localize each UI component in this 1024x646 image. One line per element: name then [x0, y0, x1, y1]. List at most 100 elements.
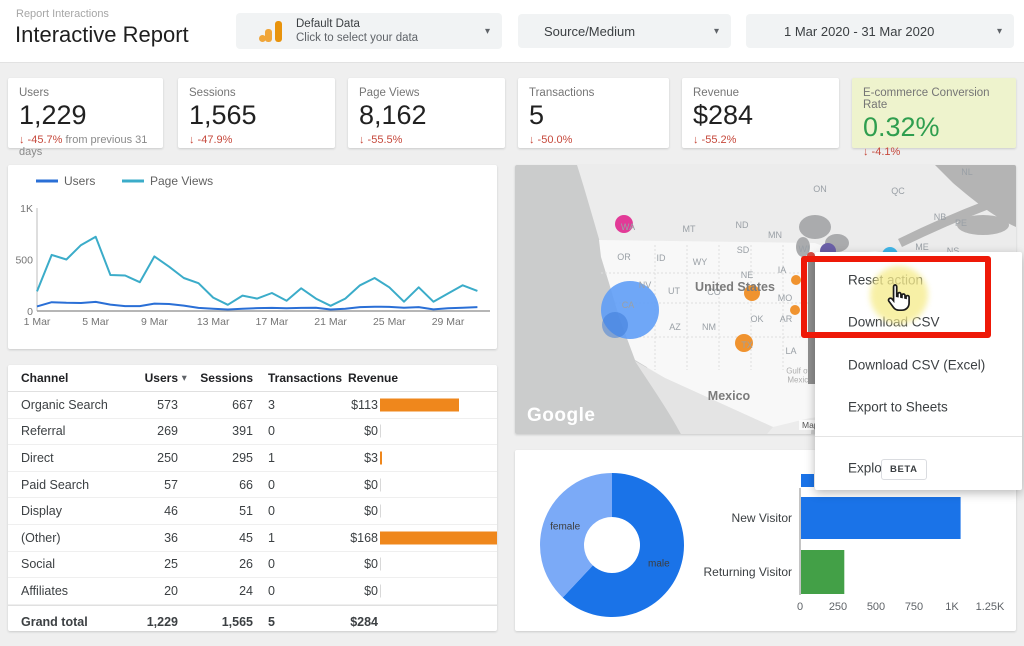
svg-text:female: female	[550, 521, 580, 532]
dimension-dropdown[interactable]: Source/Medium ▾	[518, 14, 731, 48]
table-row: (Other) 36 45 1 $168	[8, 525, 497, 552]
svg-text:250: 250	[829, 601, 847, 613]
cell-transactions: 0	[268, 583, 275, 598]
visitor-bar-new-visitor	[801, 497, 961, 539]
timeseries-chart[interactable]: Users Page Views 1K 500 0 1 Mar 5 Mar 9 Mar 13 M…	[8, 165, 497, 349]
table-row: Display 46 51 0 $0	[8, 498, 497, 525]
cell-transactions: 1	[268, 450, 275, 465]
map-bubble	[735, 334, 753, 352]
cell-channel: Direct	[21, 450, 54, 465]
cell-channel: Referral	[21, 424, 66, 439]
svg-text:13 Mar: 13 Mar	[197, 316, 230, 328]
scorecard-transactions: Transactions 5 ↓ -50.0%	[518, 78, 669, 148]
date-range-label: 1 Mar 2020 - 31 Mar 2020	[784, 23, 935, 39]
cell-transactions: 3	[268, 397, 275, 412]
revenue-bar	[380, 478, 381, 492]
col-header-channel[interactable]: Channel	[21, 371, 69, 385]
svg-text:0: 0	[27, 306, 33, 318]
table-header-row: Channel Users ▾ Sessions Transactions Revenue	[8, 365, 497, 392]
cell-channel: (Other)	[21, 530, 61, 545]
scorecard-value: 1,229	[19, 100, 87, 130]
cell-sessions: 24	[239, 583, 253, 598]
cell-users: 269	[157, 424, 178, 439]
svg-text:0: 0	[797, 601, 803, 613]
table-grand-total-row: Grand total 1,229 1,565 5 $284	[8, 604, 497, 638]
cell-revenue: $0	[364, 477, 378, 492]
analytics-logo-icon	[258, 20, 284, 42]
menu-item-download-csv-excel[interactable]: Download CSV (Excel)	[848, 357, 986, 373]
visitor-charts-svg: male female New Visitor Returning Visitor 0 2…	[540, 473, 1005, 617]
data-source-selector[interactable]: Default Data Click to select your data ▾	[236, 13, 502, 49]
map-bubble	[602, 312, 628, 338]
visitor-charts-card[interactable]: male female New Visitor Returning Visitor 0 2…	[515, 450, 1016, 631]
cell-sessions: 45	[239, 530, 253, 545]
cell-sessions: 26	[239, 557, 253, 572]
menu-item-export-to-sheets[interactable]: Export to Sheets	[848, 399, 948, 415]
col-header-transactions[interactable]: Transactions	[268, 371, 343, 385]
scorecard-users: Users 1,229 ↓ -45.7% from previous 31 days	[8, 78, 163, 158]
revenue-bar	[380, 531, 497, 545]
cell-transactions: 0	[268, 477, 275, 492]
scorecard-delta: ↓ -4.1%	[863, 146, 901, 158]
cell-revenue: $0	[364, 557, 378, 572]
svg-text:21 Mar: 21 Mar	[314, 316, 347, 328]
cell-grand-total-transactions: 5	[268, 614, 275, 629]
cell-sessions: 66	[239, 477, 253, 492]
chevron-down-icon: ▾	[484, 25, 490, 37]
scorecard-value: 0.32%	[863, 112, 940, 142]
cell-revenue: $113	[351, 397, 378, 412]
cell-grand-total-label: Grand total	[21, 614, 88, 629]
svg-text:1 Mar: 1 Mar	[24, 316, 51, 328]
cell-grand-total-revenue: $284	[350, 614, 378, 629]
table-row: Direct 250 295 1 $3	[8, 445, 497, 472]
revenue-bar	[380, 398, 459, 412]
cell-users: 36	[164, 530, 178, 545]
chevron-down-icon: ▾	[996, 25, 1002, 37]
scorecard-sessions: Sessions 1,565 ↓ -47.9%	[178, 78, 335, 148]
cell-grand-total-sessions: 1,565	[221, 614, 253, 629]
cell-revenue: $0	[364, 424, 378, 439]
svg-text:1K: 1K	[945, 601, 959, 613]
col-header-users[interactable]: Users	[144, 371, 178, 385]
red-annotation-frame	[801, 256, 991, 338]
cell-users: 20	[164, 583, 178, 598]
cell-channel: Display	[21, 504, 62, 519]
series-users	[36, 300, 478, 311]
scorecard-value: 5	[529, 100, 545, 130]
table-row: Referral 269 391 0 $0	[8, 419, 497, 446]
scorecard-delta: ↓ -50.0%	[529, 134, 573, 146]
scorecard-label: Sessions	[189, 87, 236, 99]
series-page-views	[36, 235, 478, 307]
data-source-subtitle: Click to select your data	[296, 32, 419, 44]
scorecard-value: 1,565	[189, 100, 257, 130]
svg-text:1K: 1K	[20, 203, 33, 215]
visitor-bar-returning-visitor	[801, 550, 845, 594]
dimension-dropdown-label: Source/Medium	[544, 23, 636, 39]
scorecard-label: Revenue	[693, 87, 740, 99]
scorecard-label: Page Views	[359, 87, 420, 99]
scorecard-revenue: Revenue $284 ↓ -55.2%	[682, 78, 839, 148]
cell-users: 46	[164, 504, 178, 519]
svg-text:male: male	[648, 559, 670, 570]
map-bubble	[615, 215, 633, 233]
cell-sessions: 51	[239, 504, 253, 519]
cell-sessions: 295	[232, 450, 253, 465]
cell-users: 573	[157, 397, 178, 412]
col-header-sessions[interactable]: Sessions	[200, 371, 253, 385]
svg-text:Users: Users	[64, 174, 95, 188]
report-eyebrow: Report Interactions	[16, 8, 109, 20]
svg-text:5 Mar: 5 Mar	[82, 316, 109, 328]
scorecard-value: $284	[693, 100, 754, 130]
svg-text:Page Views: Page Views	[150, 174, 213, 188]
channel-table[interactable]: Channel Users ▾ Sessions Transactions Revenue…	[8, 365, 497, 631]
date-range-picker[interactable]: 1 Mar 2020 - 31 Mar 2020 ▾	[746, 14, 1014, 48]
svg-text:29 Mar: 29 Mar	[432, 316, 465, 328]
table-row: Organic Search 573 667 3 $113	[8, 392, 497, 419]
cell-sessions: 391	[232, 424, 253, 439]
cursor-pointer	[887, 283, 910, 312]
col-header-revenue[interactable]: Revenue	[348, 371, 399, 385]
scorecard-label: E-commerce Conversion Rate	[863, 87, 990, 111]
cell-channel: Social	[21, 557, 56, 572]
chevron-down-icon: ▾	[713, 25, 719, 37]
svg-text:9 Mar: 9 Mar	[141, 316, 168, 328]
